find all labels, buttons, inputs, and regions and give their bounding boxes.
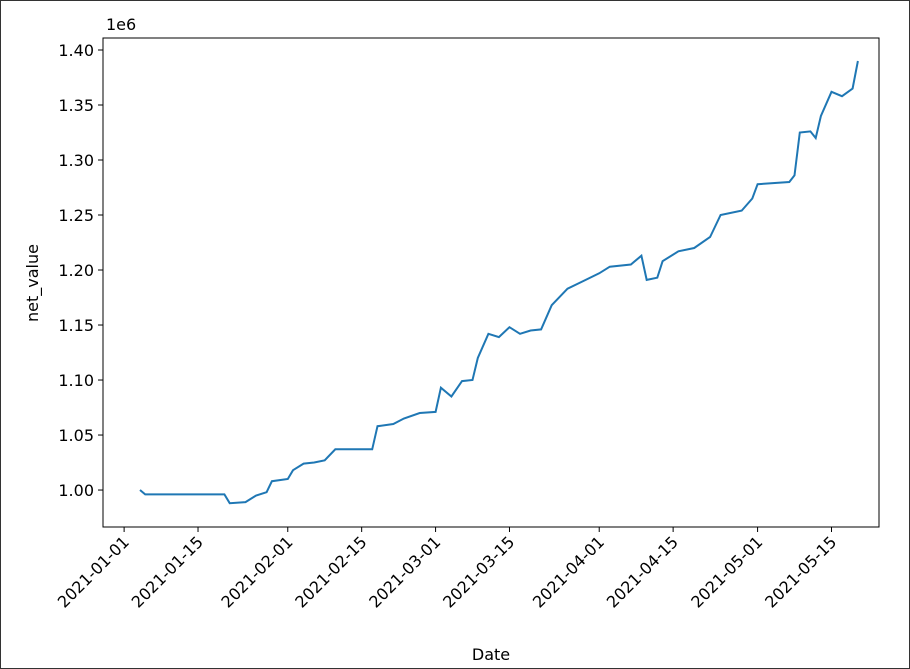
y-tick-label: 1.00 (58, 481, 94, 500)
y-tick-label: 1.10 (58, 371, 94, 390)
y-offset-label: 1e6 (106, 15, 136, 34)
line-series (139, 60, 859, 505)
y-tick-label: 1.40 (58, 41, 94, 60)
y-tick-label: 1.35 (58, 96, 94, 115)
y-tick-label: 1.15 (58, 316, 94, 335)
y-tick-label: 1.25 (58, 206, 94, 225)
y-axis-label: net_value (23, 244, 43, 322)
y-tick-label: 1.20 (58, 261, 94, 280)
plot-frame (102, 37, 880, 528)
y-tick-label: 1.30 (58, 151, 94, 170)
x-axis-label: Date (472, 645, 510, 664)
y-tick-label: 1.05 (58, 426, 94, 445)
